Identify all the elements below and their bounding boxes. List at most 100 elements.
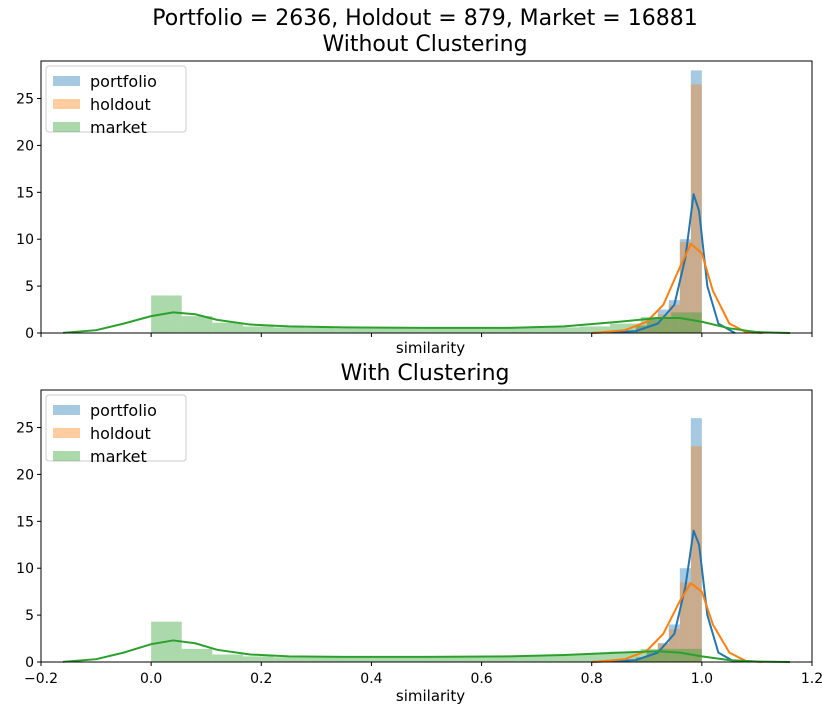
x-tick-label: 0.6 xyxy=(470,671,492,687)
chart-title-bottom: With Clustering xyxy=(340,361,509,386)
hist-bar-market-9 xyxy=(426,657,458,662)
hist-bar-portfolio-2 xyxy=(657,309,669,333)
hist-bar-holdout-2 xyxy=(657,643,669,662)
hist-bar-market-13 xyxy=(548,655,580,662)
hist-bar-holdout-0 xyxy=(635,657,647,662)
hist-bar-market-15 xyxy=(610,323,641,333)
hist-bar-market-15 xyxy=(610,651,641,662)
hist-bar-market-9 xyxy=(426,328,458,333)
hist-bar-holdout-5 xyxy=(690,84,702,333)
hist-bar-holdout-1 xyxy=(646,652,658,662)
y-tick-label: 10 xyxy=(16,561,34,577)
legend-swatch-market xyxy=(53,451,80,461)
y-tick-label: 20 xyxy=(16,138,34,154)
hist-bar-market-5 xyxy=(304,657,335,662)
y-tick-label: 25 xyxy=(16,421,34,437)
hist-bar-market-4 xyxy=(273,327,305,333)
y-tick-label: 15 xyxy=(16,514,34,530)
chart-title-top: Without Clustering xyxy=(322,32,527,57)
axes-frame xyxy=(40,389,813,663)
x-tick-label: 0.2 xyxy=(250,671,272,687)
legend-swatch-market xyxy=(53,122,80,132)
hist-bar-holdout-3 xyxy=(668,629,680,662)
kde-line-portfolio xyxy=(591,529,736,663)
kde-line-holdout xyxy=(591,242,763,334)
legend-frame xyxy=(45,65,187,133)
hist-bar-holdout-4 xyxy=(679,242,691,333)
x-tick-label: −0.2 xyxy=(24,671,58,687)
legend-swatch-holdout xyxy=(53,99,80,109)
hist-bar-market-14 xyxy=(579,326,611,333)
suptitle: Portfolio = 2636, Holdout = 879, Market … xyxy=(152,6,697,31)
hist-bar-portfolio-0 xyxy=(635,657,647,662)
hist-bar-portfolio-4 xyxy=(679,568,691,662)
hist-bar-market-8 xyxy=(395,328,427,333)
hist-bar-portfolio-4 xyxy=(679,239,691,333)
hist-bar-market-5 xyxy=(304,327,335,333)
hist-bar-market-3 xyxy=(242,656,274,662)
hist-bar-market-2 xyxy=(212,654,243,662)
hist-bar-market-11 xyxy=(487,328,519,333)
x-tick-label: 0.4 xyxy=(360,671,382,687)
y-tick-label: 10 xyxy=(16,232,34,248)
axes-without-clustering: 0 5 10 15 20 25 similarity portfolio holdout mark… xyxy=(16,60,813,357)
x-axis-label: similarity xyxy=(396,339,465,357)
x-tick-label: 0.0 xyxy=(140,671,162,687)
y-tick-label: 15 xyxy=(16,185,34,201)
hist-bar-holdout-5 xyxy=(690,446,702,662)
kde-line-portfolio xyxy=(591,193,736,334)
hist-bar-market-13 xyxy=(548,327,580,333)
legend: portfolio holdout market xyxy=(45,394,187,466)
hist-bar-market-1 xyxy=(181,316,213,333)
axes-with-clustering: 0 5 10 15 20 25 −0.2 0.0 0.2 0.4 0.6 0.8 1.0 1.2 simil… xyxy=(16,389,822,705)
hist-bar-market-7 xyxy=(365,657,396,662)
legend-label-market: market xyxy=(90,447,147,466)
hist-bar-portfolio-3 xyxy=(668,624,680,662)
x-axis-label: similarity xyxy=(396,687,465,705)
legend-swatch-holdout xyxy=(53,428,80,438)
hist-bar-market-10 xyxy=(457,657,488,662)
legend: portfolio holdout market xyxy=(45,65,187,137)
legend-label-holdout: holdout xyxy=(90,95,151,114)
hist-bar-portfolio-3 xyxy=(668,300,680,333)
kde-line-holdout xyxy=(591,582,763,663)
hist-bar-market-10 xyxy=(457,328,488,333)
legend-swatch-portfolio xyxy=(53,405,80,415)
hist-bar-market-14 xyxy=(579,654,611,662)
hist-bar-market-17 xyxy=(671,312,702,333)
legend-label-market: market xyxy=(90,118,147,137)
hist-bar-portfolio-1 xyxy=(646,652,658,662)
hist-bar-market-4 xyxy=(273,657,305,662)
hist-bar-market-11 xyxy=(487,656,519,662)
kde-line-market xyxy=(62,639,790,663)
hist-bar-holdout-4 xyxy=(679,582,691,662)
hist-bar-market-6 xyxy=(334,328,366,333)
hist-bar-holdout-2 xyxy=(657,314,669,333)
x-tick-label: 1.2 xyxy=(801,671,822,687)
kde-line-market xyxy=(62,311,790,334)
y-tick-label: 25 xyxy=(16,92,34,108)
axes-frame xyxy=(40,60,813,334)
y-tick-label: 0 xyxy=(25,655,34,671)
hist-bar-market-3 xyxy=(242,326,274,333)
hist-bar-market-7 xyxy=(365,328,396,333)
y-tick-label: 20 xyxy=(16,467,34,483)
hist-bar-market-12 xyxy=(518,327,549,333)
hist-bar-market-12 xyxy=(518,656,549,662)
hist-bar-market-6 xyxy=(334,657,366,662)
x-tick-label: 1.0 xyxy=(691,671,713,687)
hist-bar-portfolio-2 xyxy=(657,643,669,662)
hist-bar-market-2 xyxy=(212,322,243,333)
legend-frame xyxy=(45,394,187,462)
y-tick-label: 5 xyxy=(25,608,34,624)
y-tick-label: 0 xyxy=(25,326,34,342)
x-tick-label: 0.8 xyxy=(581,671,603,687)
legend-label-portfolio: portfolio xyxy=(90,72,157,91)
hist-bar-market-1 xyxy=(181,648,213,662)
legend-label-portfolio: portfolio xyxy=(90,401,157,420)
legend-label-holdout: holdout xyxy=(90,424,151,443)
legend-swatch-portfolio xyxy=(53,76,80,86)
hist-bar-market-8 xyxy=(395,657,427,662)
y-tick-label: 5 xyxy=(25,279,34,295)
